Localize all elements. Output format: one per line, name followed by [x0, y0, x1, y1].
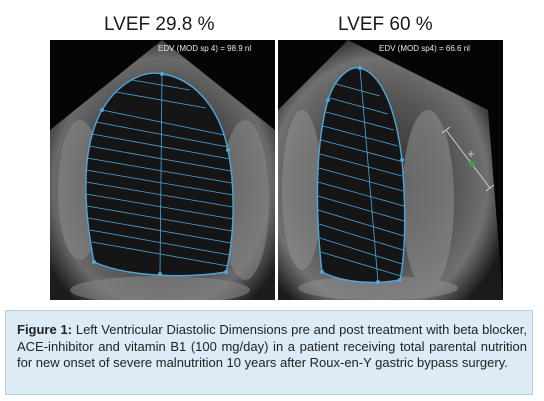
echo-image-post: EDV (MOD sp4) = 66.6 nl: [278, 40, 503, 300]
edv-readout-pre: EDV (MOD sp 4) = 98.9 nl: [158, 44, 252, 53]
echo-image-pre: EDV (MOD sp 4) = 98.9 nl: [50, 40, 275, 300]
lv-contour: [85, 72, 234, 277]
edv-readout-post: EDV (MOD sp4) = 66.6 nl: [379, 44, 470, 53]
lv-contour: [316, 67, 406, 284]
caliper-marker: [441, 126, 495, 192]
myocardium-speckle: [282, 110, 458, 300]
figure-caption: Figure 1: Left Ventricular Diastolic Dim…: [17, 322, 527, 372]
echo-sector-pre: [50, 40, 275, 300]
contour-points: [320, 66, 404, 284]
panel-title-pre: LVEF 29.8 %: [104, 14, 215, 35]
echo-sector-post: [278, 40, 503, 300]
panel-title-post: LVEF 60 %: [338, 14, 433, 35]
simpson-discs: [317, 67, 405, 283]
caption-text: Left Ventricular Diastolic Dimensions pr…: [17, 322, 527, 370]
figure-caption-box: Figure 1: Left Ventricular Diastolic Dim…: [5, 310, 533, 395]
contour-points: [92, 72, 230, 276]
figure-header: LVEF 29.8 % LVEF 60 %: [0, 0, 544, 40]
lv-cavity: [317, 67, 405, 283]
caption-label: Figure 1:: [17, 322, 73, 337]
simpson-discs: [85, 73, 234, 275]
